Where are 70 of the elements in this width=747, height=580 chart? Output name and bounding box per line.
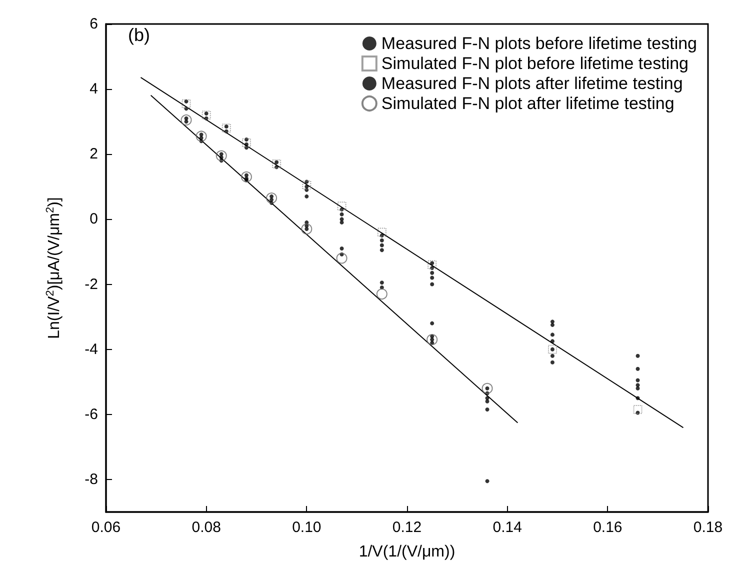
point <box>430 321 434 326</box>
point <box>240 171 252 182</box>
x-tick-label: 0.12 <box>392 519 422 536</box>
point <box>202 110 211 120</box>
point <box>430 270 434 275</box>
point <box>550 354 554 358</box>
y-tick-label: -8 <box>84 470 98 488</box>
point <box>380 243 384 248</box>
point <box>426 334 438 346</box>
point <box>636 378 640 382</box>
point <box>302 180 312 190</box>
point <box>380 248 384 252</box>
y-tick-label: -2 <box>84 276 98 293</box>
legend-label: Measured F-N plots before lifetime testing <box>381 34 698 53</box>
point <box>428 260 437 270</box>
annotation: (b) <box>128 25 150 45</box>
point <box>336 252 348 264</box>
legend-label: Simulated F-N plot after lifetime testing <box>381 94 674 113</box>
legend-label: Measured F-N plots after lifetime testing <box>381 74 683 93</box>
point <box>242 138 251 148</box>
point <box>196 130 207 142</box>
point <box>266 192 278 204</box>
point <box>550 339 554 344</box>
point <box>377 228 386 237</box>
point <box>550 360 554 364</box>
point <box>550 332 554 337</box>
x-tick-label: 0.16 <box>593 519 622 536</box>
y-tick-label: 6 <box>90 16 98 32</box>
point <box>636 366 640 371</box>
point <box>301 223 312 234</box>
point <box>182 99 191 108</box>
y-tick-label: 0 <box>90 210 98 228</box>
point <box>180 114 192 126</box>
point <box>222 124 231 133</box>
point <box>430 282 434 286</box>
point <box>636 354 640 358</box>
point <box>482 382 493 394</box>
x-axis-title: 1/V(1/(V/μm)) <box>358 544 456 560</box>
x-tick-label: 0.10 <box>292 519 322 536</box>
y-axis-title: Ln(I/V2)[μA/(V/μm2)] <box>44 197 63 339</box>
point <box>636 396 640 400</box>
y-tick-label: -6 <box>84 406 98 423</box>
point <box>633 405 642 414</box>
point <box>550 320 554 324</box>
legend-label: Simulated F-N plot before lifetime testing <box>381 54 689 73</box>
y-tick-label: 2 <box>90 146 98 163</box>
y-tick-label: 4 <box>90 80 98 98</box>
point <box>485 408 490 412</box>
point <box>272 159 282 168</box>
point <box>216 150 227 162</box>
point <box>304 194 309 198</box>
point <box>485 399 490 404</box>
x-tick-label: 0.14 <box>492 519 522 536</box>
point <box>380 280 384 285</box>
point <box>337 202 346 211</box>
point <box>380 238 384 242</box>
point <box>485 479 490 484</box>
x-tick-label: 0.08 <box>192 519 221 536</box>
point <box>340 212 344 216</box>
x-tick-label: 0.18 <box>693 519 723 536</box>
point <box>430 276 434 280</box>
point <box>550 322 554 327</box>
x-tick-label: 0.06 <box>91 519 121 536</box>
point <box>184 99 188 104</box>
point <box>340 246 344 250</box>
point <box>376 288 388 300</box>
point <box>548 344 557 354</box>
point <box>636 386 640 390</box>
y-tick-label: -4 <box>84 340 98 358</box>
point <box>340 220 344 224</box>
